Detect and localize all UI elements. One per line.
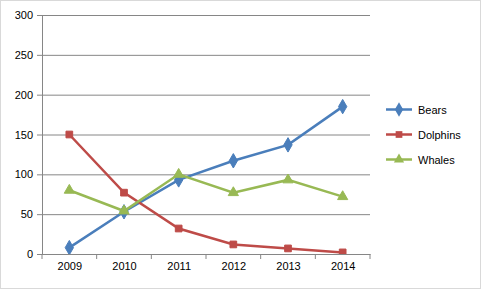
x-tick-label: 2012 bbox=[222, 260, 246, 272]
x-tick-label: 2010 bbox=[112, 260, 136, 272]
legend-label: Bears bbox=[418, 104, 447, 116]
x-tick-label: 2013 bbox=[276, 260, 300, 272]
series-marker bbox=[121, 189, 128, 196]
chart: 0501001502002503002009201020112012201320… bbox=[0, 0, 481, 289]
y-tick: 150 bbox=[15, 129, 42, 141]
x-tick: 2012 bbox=[222, 254, 246, 272]
y-tick: 50 bbox=[21, 208, 42, 220]
series-marker bbox=[175, 225, 182, 232]
marks bbox=[64, 99, 348, 254]
y-tick-label: 150 bbox=[15, 129, 33, 141]
y-tick: 200 bbox=[15, 89, 42, 101]
series-marker bbox=[229, 154, 237, 168]
series-marker bbox=[66, 131, 73, 138]
series-marker bbox=[65, 240, 73, 254]
grid-line bbox=[42, 174, 370, 175]
y-tick-mark bbox=[37, 15, 42, 16]
legend-marker bbox=[394, 154, 404, 163]
series-marker bbox=[283, 174, 293, 183]
legend-item: Whales bbox=[386, 154, 455, 166]
y-tick-label: 50 bbox=[21, 208, 33, 220]
x-axis: 2009 2010 2011 2012 2013 2014 bbox=[42, 254, 371, 272]
y-tick-mark bbox=[37, 254, 42, 255]
grid bbox=[42, 16, 370, 255]
y-tick: 100 bbox=[15, 168, 42, 180]
grid-line bbox=[42, 55, 370, 56]
y-tick: 300 bbox=[15, 9, 42, 21]
series-marker bbox=[339, 249, 346, 254]
y-tick-mark bbox=[37, 95, 42, 96]
y-tick-mark bbox=[37, 135, 42, 136]
x-boundary-tick bbox=[206, 254, 207, 259]
series-marker bbox=[338, 191, 348, 200]
series-marker bbox=[120, 205, 128, 219]
y-tick-mark bbox=[37, 174, 42, 175]
series-marker bbox=[228, 187, 238, 196]
y-tick-label: 100 bbox=[15, 168, 33, 180]
legend-item: Dolphins bbox=[386, 129, 461, 141]
series-marker bbox=[339, 99, 347, 113]
x-boundary-tick bbox=[260, 254, 261, 259]
series-line bbox=[69, 174, 342, 211]
y-tick: 0 bbox=[27, 248, 42, 260]
y-tick-label: 300 bbox=[15, 9, 33, 21]
x-tick: 2009 bbox=[58, 254, 82, 272]
x-boundary-tick bbox=[151, 254, 152, 259]
y-axis: 0 50 100 150 200 250 300 bbox=[15, 9, 43, 260]
series-marker bbox=[119, 205, 129, 214]
plot: 0501001502002503002009201020112012201320… bbox=[15, 9, 371, 272]
grid-line bbox=[42, 135, 370, 136]
legend: Bears Dolphins Whales bbox=[386, 102, 461, 165]
x-boundary-tick bbox=[42, 254, 43, 259]
x-tick-label: 2009 bbox=[58, 260, 82, 272]
chart-border bbox=[1, 1, 481, 289]
series-line bbox=[69, 135, 342, 253]
x-tick: 2013 bbox=[276, 254, 300, 272]
legend-marker bbox=[395, 102, 403, 116]
x-tick-label: 2014 bbox=[331, 260, 355, 272]
x-tick: 2014 bbox=[331, 254, 355, 272]
x-tick-label: 2011 bbox=[167, 260, 191, 272]
y-axis-line bbox=[37, 16, 43, 255]
legend-item: Bears bbox=[386, 102, 447, 116]
grid-line bbox=[42, 95, 370, 96]
x-boundary-tick bbox=[315, 254, 316, 259]
x-boundary-tick bbox=[96, 254, 97, 259]
x-boundary-tick bbox=[370, 254, 371, 259]
y-tick: 250 bbox=[15, 49, 42, 61]
legend-marker bbox=[396, 131, 403, 138]
grid-line bbox=[42, 214, 370, 215]
series-marker bbox=[230, 241, 237, 248]
series-marker bbox=[284, 138, 292, 152]
y-tick-label: 0 bbox=[27, 248, 33, 260]
y-tick-mark bbox=[37, 55, 42, 56]
legend-label: Whales bbox=[418, 154, 455, 166]
y-tick-label: 200 bbox=[15, 89, 33, 101]
grid-line bbox=[42, 15, 370, 16]
series-marker bbox=[174, 168, 184, 177]
x-tick: 2011 bbox=[167, 254, 191, 272]
x-tick: 2010 bbox=[112, 254, 136, 272]
legend-label: Dolphins bbox=[418, 129, 461, 141]
series-marker bbox=[285, 245, 292, 252]
y-tick-mark bbox=[37, 214, 42, 215]
series-marker bbox=[64, 184, 74, 193]
y-tick-label: 250 bbox=[15, 49, 33, 61]
